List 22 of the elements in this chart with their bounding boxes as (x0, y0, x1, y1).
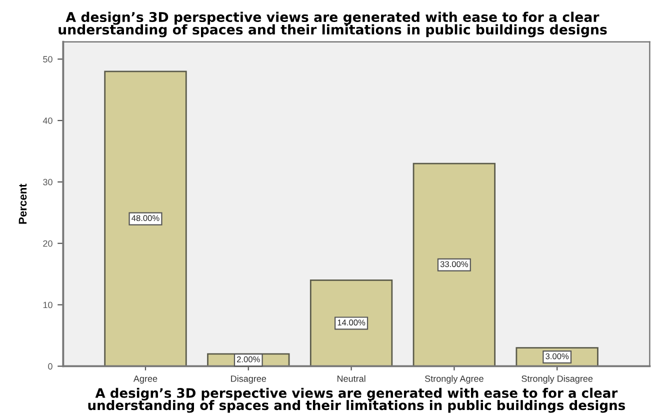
data-label: 33.00% (440, 261, 468, 268)
y-tick-label: 50 (43, 56, 52, 62)
x-tick-label: Neutral (337, 375, 366, 382)
y-tick-label: 10 (43, 302, 52, 308)
x-tick-label: Strongly Disagree (522, 375, 593, 384)
y-tick-label: 20 (43, 240, 52, 247)
x-tick-label: Disagree (231, 375, 266, 384)
bar (104, 70, 187, 366)
y-tick-label: 0 (48, 363, 52, 370)
y-tick-label: 40 (42, 117, 52, 124)
data-label: 2.00% (237, 356, 260, 362)
data-label: 48.00% (132, 215, 160, 222)
y-axis-title: Percent (18, 184, 27, 224)
data-label: 3.00% (546, 353, 569, 360)
chart-title: A design’s 3D perspective views are generated with ease to for a clear understanding of spaces and their limitations in public buildings designs (58, 12, 607, 38)
data-label: 14.00% (338, 320, 366, 326)
y-tick-label: 30 (43, 178, 52, 186)
x-tick-label: Strongly Agree (424, 375, 484, 384)
x-tick-label: Agree (133, 376, 158, 384)
bar (310, 280, 393, 366)
x-axis-title: A design’s 3D perspective views are generated with ease to for a clear understanding of spaces and their limitations in public buildings designs (88, 388, 626, 413)
bar (412, 162, 496, 366)
